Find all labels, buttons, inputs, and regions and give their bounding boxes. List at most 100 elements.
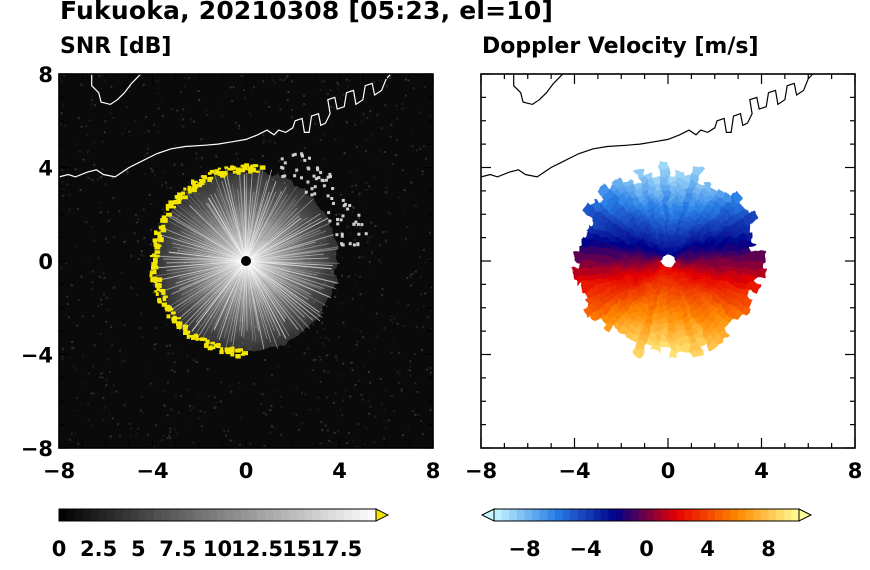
snr-colorbar-segment [162,509,171,521]
snr-axes: −8 −4 0 4 8 8 4 0 −4 −8 [21,63,441,483]
doppler-colorbar-label: −4 [569,537,601,561]
doppler-axes: −8 −4 0 4 8 [465,73,862,483]
doppler-colorbar-segment [692,509,701,521]
snr-colorbar-segment [288,509,298,521]
snr-colorbar-segment [280,509,290,521]
doppler-colorbar-frame [493,508,800,522]
doppler-colorbar-segment [631,509,640,521]
snr-colorbar-segment [249,509,258,521]
snr-colorbar-label: 7.5 [159,537,196,561]
snr-xtick-label: 8 [426,459,441,483]
snr-colorbar-segment [257,509,266,521]
snr-colorbar-segment [185,509,195,521]
snr-colorbar-segment [296,509,305,521]
snr-colorbar-segment [336,509,345,521]
doppler-colorbar-segment [593,509,602,521]
snr-clutter [280,152,368,247]
snr-xtick-label: −4 [136,459,168,483]
doppler-colorbar-segment [562,509,571,521]
snr-colorbar-label: 2.5 [80,537,117,561]
snr-colorbar-segment [344,509,353,521]
doppler-xtick-label: 4 [754,459,769,483]
snr-colorbar-segment [146,509,155,521]
snr-colorbar-extend-max [375,508,390,522]
doppler-colorbar-label: 0 [639,537,654,561]
snr-island-coastline [91,74,142,106]
doppler-colorbar-segment [776,509,785,521]
doppler-xtick-label: −4 [558,459,590,483]
doppler-colorbar-segment [677,509,685,521]
snr-ytick-label: 8 [38,63,53,87]
snr-colorbar-label: 17.5 [310,537,362,561]
doppler-colorbar-segment [730,509,739,521]
doppler-colorbar-extend-max [798,508,813,522]
doppler-colorbar-label: 8 [761,537,776,561]
snr-colorbar-segment [312,509,321,521]
doppler-colorbar-segment [646,509,655,521]
snr-colorbar-segment [193,509,202,521]
snr-colorbar-segment [217,509,226,521]
doppler-colorbar-label: −8 [508,537,540,561]
snr-colorbar-segment [130,509,139,521]
snr-colorbar-segment [352,509,361,521]
snr-colorbar-segment [122,509,131,521]
doppler-colorbar-segment [684,509,693,521]
snr-xtick-label: 4 [332,459,347,483]
snr-colorbar-segment [82,509,91,521]
snr-ytick-label: −8 [21,437,53,461]
snr-colorbar-frame [58,508,377,522]
doppler-clip-group [481,74,855,448]
snr-colorbar-segment [177,509,187,521]
snr-high-rim [149,163,266,359]
snr-xtick-label: 0 [239,459,254,483]
snr-radar-site [241,256,251,266]
snr-colorbar: 0 2.5 5 7.5 10 12.5 15 17.5 [52,508,390,561]
doppler-colorbar: −8 −4 0 4 8 [480,508,813,561]
snr-plot-area [59,74,433,448]
doppler-colorbar-segment [547,509,556,521]
figure-title: Fukuoka, 20210308 [05:23, el=10] [60,0,554,25]
snr-colorbar-segment [90,509,99,521]
snr-colorbar-segment [272,509,282,521]
doppler-colorbar-segment [494,509,502,521]
doppler-panel-title: Doppler Velocity [m/s] [482,34,759,59]
doppler-colorbar-segment [745,509,754,521]
doppler-colorbar-segment [699,509,708,521]
snr-colorbar-segment [114,509,123,521]
snr-colorbar-segment [169,509,179,521]
snr-colorbar-segment [106,509,115,521]
snr-colorbar-segment [304,509,313,521]
doppler-colorbar-label: 4 [700,537,715,561]
snr-colorbar-segment [368,509,377,521]
doppler-colorbar-segment [654,509,663,521]
snr-ytick-label: 0 [38,250,53,274]
doppler-colorbar-segment [501,509,510,521]
doppler-colorbar-segment [783,509,792,521]
doppler-colorbar-segment [760,509,769,521]
snr-colorbar-segment [209,509,218,521]
snr-colorbar-segment [328,509,337,521]
doppler-colorbar-segment [791,509,800,521]
snr-colorbar-segment [74,509,84,521]
doppler-colorbar-segment [753,509,762,521]
doppler-colorbar-segment [600,509,609,521]
doppler-colorbar-segment [532,509,541,521]
snr-colorbar-segment [201,509,210,521]
snr-colorbar-segment [265,509,274,521]
snr-xtick-label: −8 [43,459,75,483]
doppler-colorbar-segment [608,509,617,521]
doppler-colorbar-segment [509,509,518,521]
snr-colorbar-segment [360,509,369,521]
doppler-colorbar-segment [555,509,563,521]
doppler-colorbar-segment [722,509,731,521]
doppler-center-gap [662,255,674,267]
doppler-colorbar-segment [715,509,724,521]
snr-colorbar-label: 15 [282,537,311,561]
doppler-colorbar-segment [570,509,579,521]
snr-colorbar-segment [233,509,242,521]
doppler-colorbar-extend-min [480,508,495,522]
doppler-colorbar-segment [524,509,533,521]
snr-colorbar-segment [138,509,147,521]
doppler-colorbar-segment [623,509,632,521]
